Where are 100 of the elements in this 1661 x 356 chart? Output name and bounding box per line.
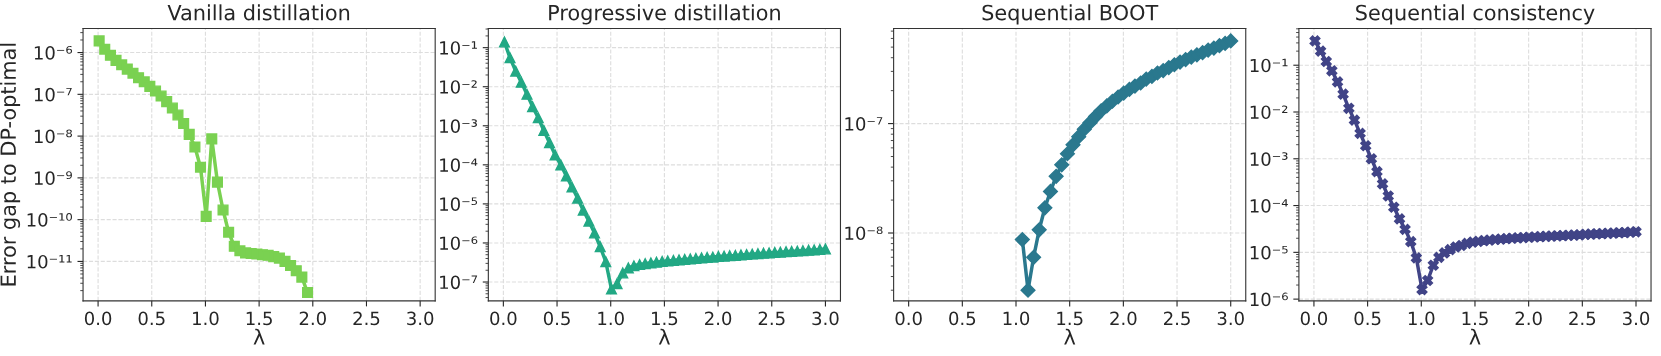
- point: [1320, 55, 1332, 68]
- x-axis-title: λ: [253, 328, 265, 345]
- point: [600, 256, 612, 268]
- point: [1065, 137, 1081, 153]
- x-tick-label: 1.5: [652, 311, 678, 326]
- point: [588, 227, 601, 239]
- chart-title: Sequential consistency: [1356, 4, 1595, 25]
- point: [527, 101, 539, 113]
- point: [594, 241, 606, 253]
- chart-title: Vanilla distillation: [167, 4, 350, 21]
- x-tick-label: 2.5: [353, 311, 380, 326]
- point: [223, 226, 235, 238]
- point: [605, 283, 618, 295]
- y-tick-label: 10⁻²: [1250, 105, 1288, 120]
- y-tick-label: 10⁻²: [440, 80, 477, 94]
- point: [1376, 178, 1389, 190]
- point: [532, 112, 544, 124]
- point: [1059, 146, 1075, 162]
- x-tick-label: 0.5: [543, 311, 570, 326]
- chart-title: Progressive distillation: [549, 4, 780, 25]
- x-tick-label: 3.0: [407, 311, 434, 326]
- x-tick-label: 2.5: [1569, 311, 1596, 326]
- y-tick-label: 10⁻¹⁰: [27, 213, 73, 227]
- point: [206, 133, 218, 145]
- y-tick-label: 10⁻⁶: [34, 46, 73, 60]
- point: [1360, 140, 1372, 152]
- point: [1371, 166, 1383, 178]
- x-tick-label: 2.0: [1515, 311, 1542, 326]
- x-tick-label: 0.0: [490, 311, 517, 326]
- point: [1315, 45, 1327, 57]
- x-tick-label: 2.5: [1164, 311, 1190, 326]
- point: [1354, 127, 1366, 139]
- x-tick-label: 1.5: [1462, 311, 1488, 326]
- point: [1348, 114, 1360, 126]
- x-tick-label: 0.5: [949, 311, 976, 326]
- point: [498, 36, 510, 48]
- y-tick-label: 10⁻¹¹: [27, 254, 72, 269]
- point: [1337, 88, 1349, 100]
- x-tick-label: 1.0: [193, 311, 219, 326]
- point: [1054, 157, 1070, 173]
- x-tick-label: 2.0: [299, 311, 326, 326]
- y-tick-label: 10⁻⁴: [440, 158, 478, 172]
- y-tick-label: 10⁻⁶: [440, 236, 478, 251]
- y-tick-label: 10⁻⁹: [34, 171, 72, 185]
- y-tick-label: 10⁻⁵: [440, 197, 478, 212]
- x-tick-label: 0.0: [895, 311, 922, 326]
- x-tick-label: 1.0: [598, 311, 624, 326]
- x-tick-label: 1.0: [1003, 311, 1030, 326]
- point: [1031, 222, 1047, 238]
- point: [1326, 65, 1338, 77]
- point: [1410, 252, 1422, 264]
- point: [1422, 274, 1434, 287]
- point: [1042, 183, 1059, 199]
- point: [1388, 201, 1400, 213]
- x-tick-label: 0.0: [84, 311, 112, 326]
- point: [1309, 35, 1321, 47]
- point: [1014, 232, 1030, 248]
- point: [296, 271, 308, 283]
- point: [617, 267, 629, 279]
- point: [1382, 190, 1394, 202]
- point: [194, 161, 207, 173]
- x-tick-label: 1.0: [1408, 311, 1435, 326]
- x-tick-label: 0.5: [138, 311, 165, 326]
- point: [217, 204, 229, 216]
- chart-title: Sequential BOOT: [982, 4, 1159, 25]
- point: [1048, 168, 1064, 184]
- point: [504, 52, 516, 64]
- x-tick-label: 3.0: [1623, 311, 1650, 326]
- point: [178, 117, 190, 130]
- x-tick-label: 2.0: [1110, 311, 1137, 326]
- point: [510, 65, 522, 77]
- point: [189, 141, 201, 153]
- point: [301, 286, 314, 299]
- y-tick-label: 10⁻⁵: [1250, 245, 1288, 260]
- point: [172, 109, 184, 121]
- point: [1037, 200, 1053, 216]
- y-tick-label: 10⁻⁷: [440, 275, 478, 290]
- point: [1026, 249, 1042, 265]
- point: [577, 204, 589, 216]
- y-tick-label: 10⁻³: [1250, 152, 1288, 166]
- point: [555, 159, 567, 171]
- point: [1427, 259, 1439, 271]
- point: [1393, 213, 1406, 225]
- x-axis-title: λ: [1064, 328, 1076, 345]
- y-tick-label: 10⁻⁶: [1250, 292, 1288, 307]
- y-tick-label: 10⁻¹: [1250, 58, 1288, 73]
- point: [1331, 76, 1344, 88]
- point: [566, 181, 578, 193]
- y-tick-label: 10⁻⁴: [1250, 199, 1288, 213]
- y-tick-label: 10⁻³: [440, 119, 477, 133]
- point: [1416, 284, 1428, 296]
- y-tick-label: 10⁻⁷: [34, 87, 72, 102]
- y-tick-label: 10⁻⁷: [845, 117, 883, 131]
- x-tick-label: 1.5: [246, 311, 272, 326]
- point: [538, 124, 550, 136]
- x-axis-title: λ: [1469, 328, 1481, 345]
- y-tick-label: 10⁻¹: [440, 41, 477, 55]
- point: [549, 149, 561, 161]
- point: [1630, 226, 1642, 238]
- x-axis-title: λ: [658, 328, 670, 345]
